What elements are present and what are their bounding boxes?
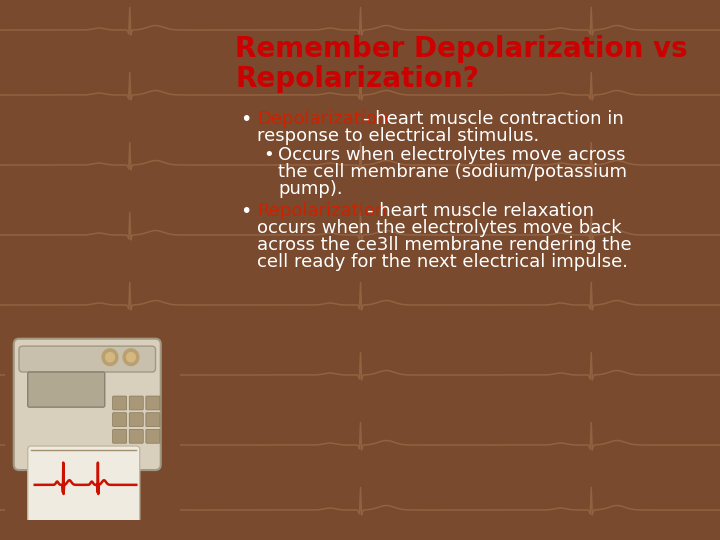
Text: Occurs when electrolytes move across: Occurs when electrolytes move across — [278, 146, 626, 164]
FancyBboxPatch shape — [112, 429, 127, 443]
FancyBboxPatch shape — [130, 429, 143, 443]
Text: - heart muscle contraction in: - heart muscle contraction in — [363, 110, 624, 128]
Text: pump).: pump). — [278, 180, 343, 198]
Text: cell ready for the next electrical impulse.: cell ready for the next electrical impul… — [257, 253, 628, 271]
Text: •: • — [240, 202, 251, 221]
FancyBboxPatch shape — [14, 339, 161, 470]
FancyBboxPatch shape — [130, 396, 143, 410]
Text: •: • — [240, 110, 251, 129]
Text: occurs when the electrolytes move back: occurs when the electrolytes move back — [257, 219, 621, 237]
FancyBboxPatch shape — [5, 335, 180, 520]
Circle shape — [127, 353, 135, 362]
FancyBboxPatch shape — [19, 346, 156, 372]
Text: response to electrical stimulus.: response to electrical stimulus. — [257, 127, 539, 145]
FancyBboxPatch shape — [112, 396, 127, 410]
Circle shape — [123, 349, 139, 366]
FancyBboxPatch shape — [112, 413, 127, 427]
Circle shape — [102, 349, 118, 366]
FancyBboxPatch shape — [130, 413, 143, 427]
Text: - heart muscle relaxation: - heart muscle relaxation — [367, 202, 594, 220]
Circle shape — [106, 353, 114, 362]
Text: Depolarization: Depolarization — [257, 110, 388, 128]
Text: across the ce3ll membrane rendering the: across the ce3ll membrane rendering the — [257, 236, 631, 254]
Text: the cell membrane (sodium/potassium: the cell membrane (sodium/potassium — [278, 163, 627, 181]
FancyBboxPatch shape — [146, 396, 160, 410]
Text: Remember Depolarization vs: Remember Depolarization vs — [235, 35, 688, 63]
FancyBboxPatch shape — [146, 429, 160, 443]
Text: •: • — [263, 146, 274, 164]
Text: Repolarization: Repolarization — [257, 202, 386, 220]
Text: Repolarization?: Repolarization? — [235, 65, 479, 93]
FancyBboxPatch shape — [28, 372, 104, 407]
FancyBboxPatch shape — [146, 413, 160, 427]
FancyBboxPatch shape — [28, 446, 140, 524]
